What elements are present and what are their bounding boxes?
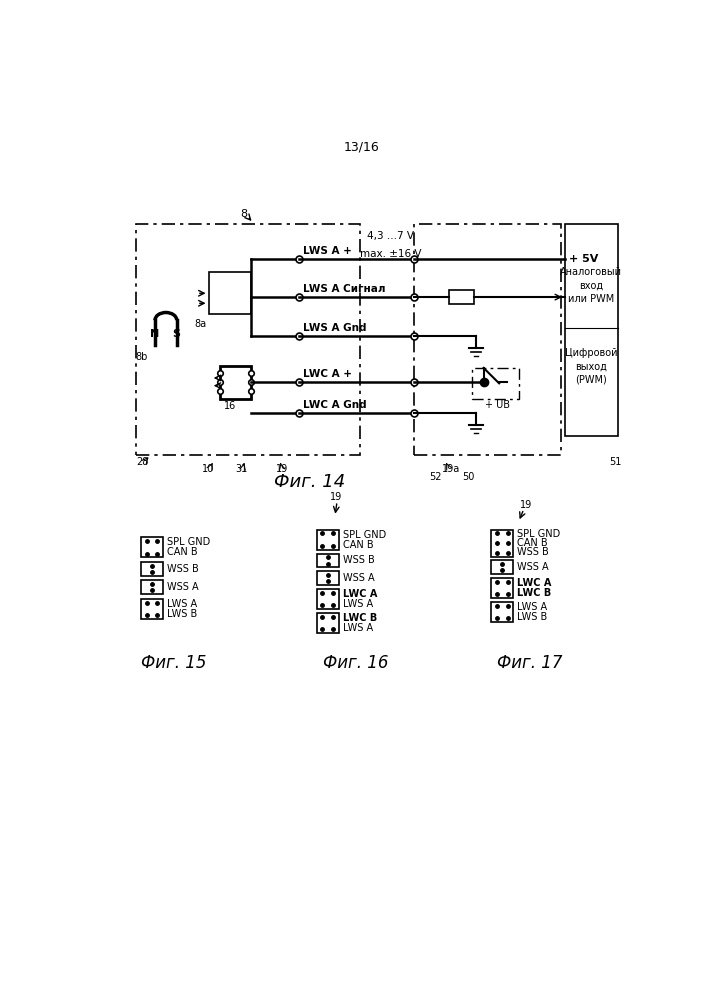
Text: 31: 31 [235,464,248,474]
Text: WSS A: WSS A [343,573,374,583]
Text: LWC B: LWC B [343,613,377,623]
Text: 19: 19 [330,492,342,502]
Text: Фиг. 16: Фиг. 16 [323,654,389,672]
Text: WSS A: WSS A [167,582,198,592]
Text: WSS B: WSS B [343,555,374,565]
Text: SPL GND: SPL GND [343,530,386,540]
Text: 8: 8 [240,209,247,219]
Text: WSS B: WSS B [517,547,549,557]
Text: LWS A +: LWS A + [303,246,352,256]
Bar [317,589,339,609]
Bar [141,537,163,557]
Text: SPL GND: SPL GND [517,529,560,539]
Text: LWS B: LWS B [167,609,197,619]
Text: LWS A: LWS A [167,599,197,609]
Bar [317,530,339,550]
Text: LWS A Сигнал: LWS A Сигнал [303,284,385,294]
Text: LWC A: LWC A [343,589,377,599]
Bar [317,571,339,585]
Text: LWS B: LWS B [517,612,547,622]
Text: LWS A: LWS A [343,599,373,609]
Text: LWC B: LWC B [517,588,551,598]
Text: LWC A +: LWC A + [303,369,352,379]
Text: 51: 51 [609,457,621,467]
Text: LWC A Gnd: LWC A Gnd [303,400,367,410]
Bar [141,599,163,619]
Text: SPL GND: SPL GND [167,537,210,547]
Text: 16: 16 [224,401,236,411]
Bar [491,530,513,557]
Bar [317,613,339,633]
Text: WSS B: WSS B [167,564,199,574]
Bar [414,224,561,455]
Text: N: N [151,329,160,339]
Text: CAN B: CAN B [517,538,548,548]
Text: + UB: + UB [485,400,510,410]
Text: 19: 19 [520,500,532,510]
Text: Фиг. 15: Фиг. 15 [141,654,206,672]
Text: LWS A: LWS A [343,623,373,633]
Bar [136,224,360,455]
Text: Аналоговый
вход
или PWM: Аналоговый вход или PWM [561,267,622,304]
Text: Фиг. 17: Фиг. 17 [498,654,563,672]
Text: LWS A: LWS A [517,602,547,612]
Bar [317,554,339,567]
Text: 4,3 ...7 V: 4,3 ...7 V [367,231,414,241]
Bar [491,602,513,622]
Bar [141,580,163,594]
Text: 28: 28 [136,457,148,467]
Text: CAN B: CAN B [343,540,373,550]
Text: WSS A: WSS A [517,562,549,572]
Bar [449,290,474,304]
Bar [209,272,251,314]
Text: 10: 10 [202,464,215,474]
Bar [491,578,513,598]
Text: Цифровой
выход
(PWM): Цифровой выход (PWM) [565,348,618,385]
Text: + 5V: + 5V [569,254,598,264]
Bar [141,562,163,576]
Text: 52: 52 [429,472,442,482]
Text: LWC A: LWC A [517,578,551,588]
Bar [220,366,251,399]
Text: 19a: 19a [442,464,460,474]
Text: S: S [173,329,181,339]
Text: 8a: 8a [194,319,206,329]
Text: 8b: 8b [135,352,147,362]
Text: Фиг. 14: Фиг. 14 [274,473,345,491]
Bar [565,224,618,436]
Text: CAN B: CAN B [167,547,197,557]
Text: 13/16: 13/16 [344,140,380,153]
Text: 50: 50 [462,472,474,482]
Bar [472,368,518,399]
Text: LWS A Gnd: LWS A Gnd [303,323,366,333]
Text: max. ±16 V: max. ±16 V [360,249,421,259]
Bar [491,560,513,574]
Text: 19: 19 [276,464,288,474]
